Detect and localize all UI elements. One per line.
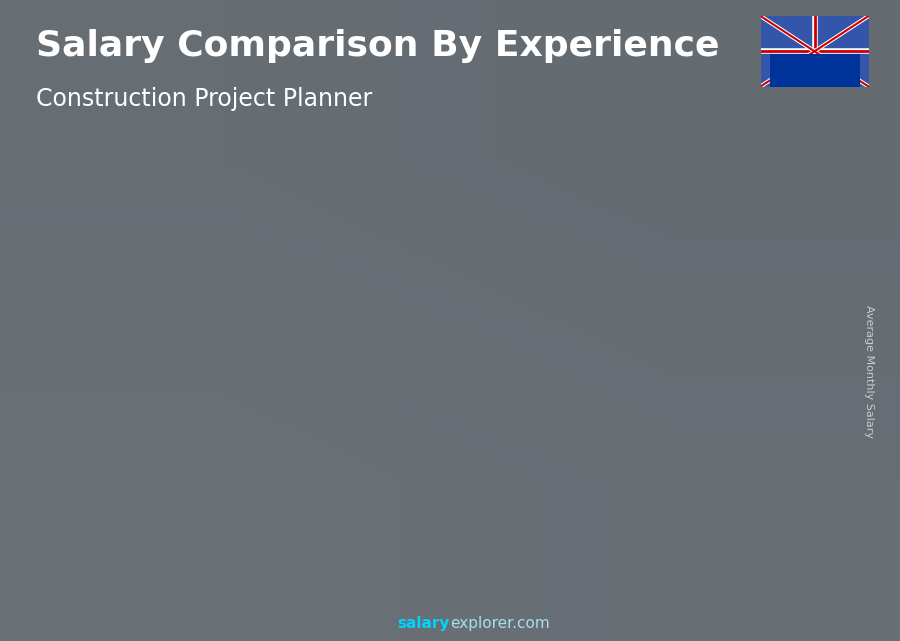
Bar [194,451,207,537]
Text: < 2 Years: < 2 Years [68,563,163,581]
Polygon shape [194,446,303,451]
Text: 10 to 15: 10 to 15 [440,563,523,581]
Text: 0 XCD: 0 XCD [263,424,310,439]
Bar [560,314,572,537]
Text: 0 XCD: 0 XCD [141,463,187,478]
Bar [316,399,403,537]
Bar [681,280,769,537]
Text: +nan%: +nan% [487,249,574,269]
Polygon shape [403,395,426,537]
Text: 5 to 10: 5 to 10 [324,563,395,581]
Bar [681,280,695,537]
Text: 0 XCD: 0 XCD [19,495,66,510]
Bar [316,399,328,537]
Text: 0 XCD: 0 XCD [385,386,431,401]
Text: Construction Project Planner: Construction Project Planner [36,87,373,110]
Polygon shape [681,275,791,280]
Polygon shape [316,395,426,399]
Text: +nan%: +nan% [121,386,209,406]
Bar [437,348,526,537]
Polygon shape [159,489,181,537]
Polygon shape [71,489,181,494]
Text: explorer.com: explorer.com [450,617,550,631]
Polygon shape [770,275,791,537]
Text: 20+ Years: 20+ Years [675,563,776,581]
Polygon shape [560,310,670,314]
Bar [71,494,159,537]
Bar [437,348,451,537]
Text: 0 XCD: 0 XCD [508,360,554,375]
Text: 15 to 20: 15 to 20 [562,563,645,581]
Bar [71,494,85,537]
Bar [194,451,282,537]
Text: salary: salary [398,617,450,631]
Text: Salary Comparison By Experience: Salary Comparison By Experience [36,29,719,63]
Text: +nan%: +nan% [609,215,697,235]
Polygon shape [526,344,547,537]
Polygon shape [282,446,303,537]
Text: 0 XCD: 0 XCD [629,335,676,349]
Polygon shape [437,344,547,348]
Text: +nan%: +nan% [364,283,453,303]
Text: +nan%: +nan% [243,335,330,354]
Text: Average Monthly Salary: Average Monthly Salary [863,305,874,438]
Polygon shape [647,310,670,537]
Text: 2 to 5: 2 to 5 [208,563,266,581]
Bar [560,314,647,537]
